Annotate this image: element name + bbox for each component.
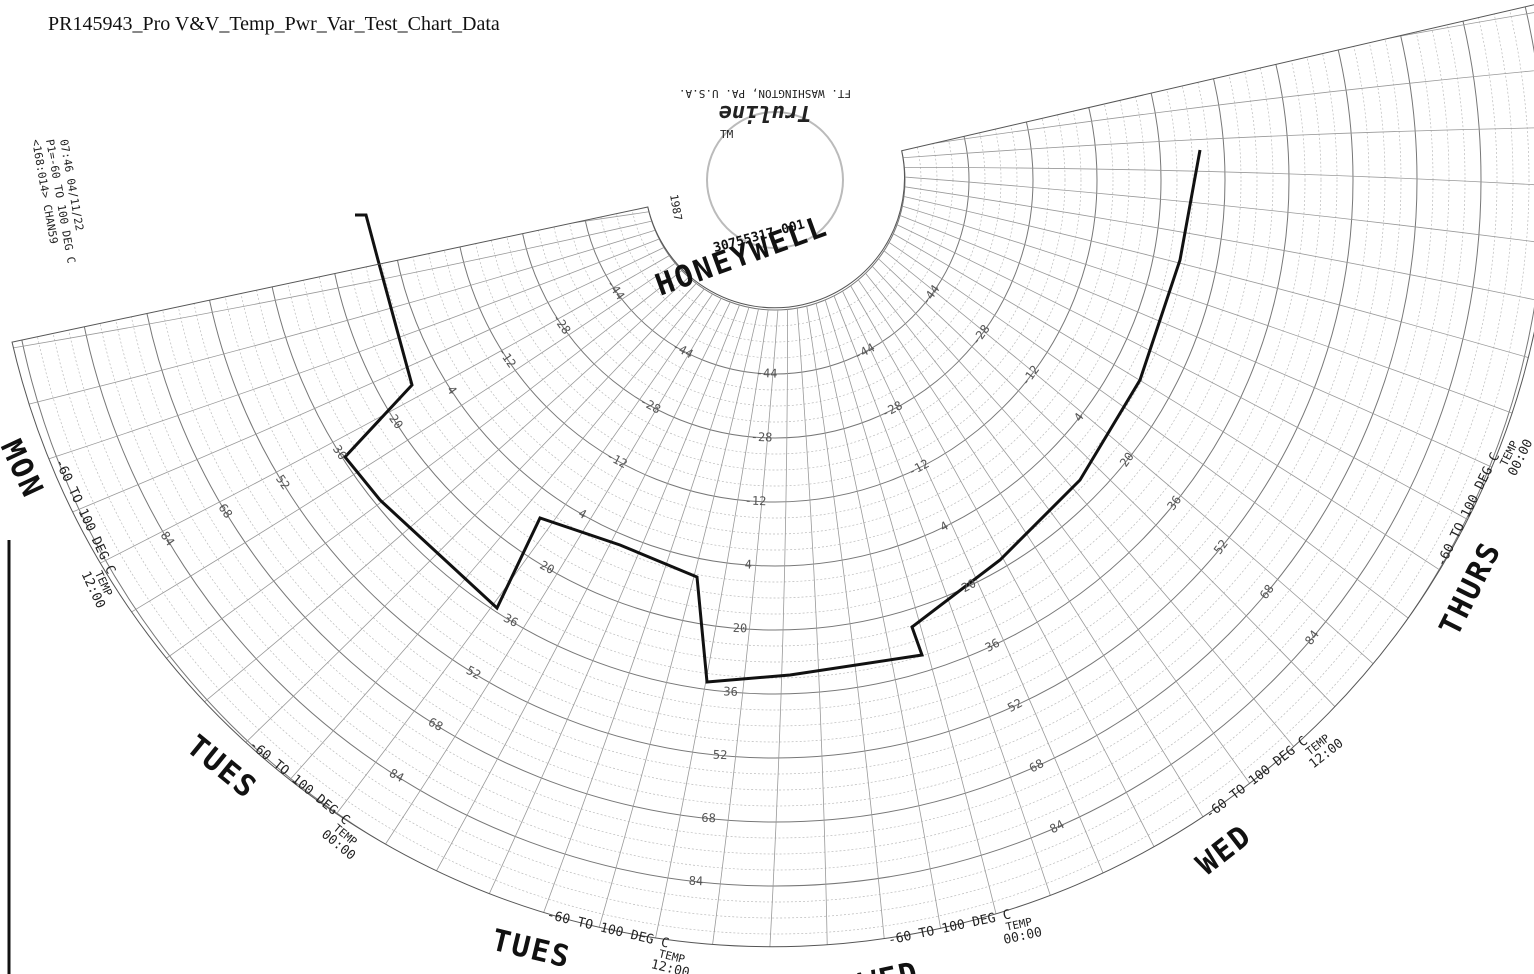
time-line [883, 250, 1382, 672]
time-line [127, 262, 676, 615]
hub-hole [706, 111, 844, 249]
temp-ring [340, 4, 1210, 615]
time-line [595, 308, 759, 940]
scale-label: 20 [959, 576, 978, 595]
temp-ring [228, 4, 1322, 727]
time-line [484, 304, 740, 905]
temp-ring [484, 4, 1066, 471]
day-label: WED [1190, 818, 1259, 883]
document-title: PR145943_Pro V&V_Temp_Pwr_Var_Test_Chart… [48, 13, 500, 35]
time-line [865, 273, 1258, 794]
temp-ring [84, 4, 1466, 871]
time-line [796, 308, 828, 947]
scale-label: 20 [386, 412, 406, 432]
time-line [896, 224, 1476, 525]
scale-label: 36 [330, 443, 350, 463]
temp-ring [628, 33, 922, 327]
brand: Truline [719, 100, 812, 125]
time-line [652, 309, 769, 947]
time-line [904, 176, 1534, 245]
scale-label: 84 [1047, 817, 1066, 836]
time-line [901, 69, 1534, 149]
scale-label: -28 [751, 430, 773, 445]
temp-ring [148, 4, 1402, 807]
scale-label: 84 [1302, 628, 1322, 648]
time-line [902, 205, 1519, 416]
time-line [806, 306, 886, 947]
time-line [903, 127, 1534, 159]
time-line [899, 215, 1500, 471]
location: FT. WASHINGTON, PA. U.S.A. [679, 87, 851, 100]
scale-label: 68 [1027, 756, 1046, 775]
scale-label: 84 [387, 766, 406, 785]
day-label: MON [0, 434, 50, 503]
scale-label: 20 [1117, 450, 1137, 470]
scale-label: 36 [501, 611, 520, 630]
time-line [199, 276, 690, 707]
time-line [842, 290, 1109, 886]
scale-label: 52 [1005, 696, 1024, 715]
time-line [857, 279, 1210, 828]
temp-ring [308, 4, 1242, 647]
time-line [330, 293, 713, 822]
scale-label: 4 [744, 557, 752, 571]
time-line [824, 299, 1000, 928]
temperature-trace [343, 149, 1202, 684]
time-line [888, 242, 1417, 625]
trademark: TM [720, 128, 734, 141]
scale-label: 20 [537, 558, 556, 577]
time-line [161, 270, 682, 663]
scale-label: 84 [688, 874, 703, 888]
time-line [69, 247, 665, 514]
time-line [430, 301, 731, 881]
time-line [283, 288, 705, 787]
time-line [815, 303, 944, 942]
unit-label: TEMP [657, 947, 686, 966]
time-line [46, 238, 660, 460]
scale-label: 68 [701, 811, 716, 825]
day-label: WED [856, 955, 922, 974]
scale-label: 68 [1257, 582, 1277, 602]
time-line [904, 186, 1534, 303]
day-label: TUES [488, 923, 574, 974]
time-line [13, 220, 652, 349]
unit-label: TEMP [1005, 915, 1034, 933]
temp-ring [372, 4, 1178, 583]
time-line [903, 196, 1534, 360]
scale-label: -12 [744, 494, 766, 509]
scale-label: 52 [273, 472, 293, 492]
scale-label: 36 [1164, 493, 1184, 513]
time-line [878, 258, 1344, 716]
scale-label: 84 [158, 529, 178, 549]
temp-ring [596, 4, 954, 359]
time-line [904, 166, 1534, 187]
time-line [539, 307, 750, 924]
time-line [850, 285, 1161, 859]
time-line [871, 265, 1302, 756]
temp-ring [420, 4, 1130, 535]
time-line [239, 283, 697, 749]
scale-label: 20 [733, 621, 748, 635]
time-line [710, 309, 779, 947]
scale-label: 68 [426, 715, 445, 734]
year: 1987 [667, 193, 684, 221]
scale-label: -44 [755, 366, 777, 381]
time-line [893, 233, 1448, 576]
scale-label: 36 [723, 684, 738, 698]
scale-label: 52 [1211, 537, 1231, 557]
temp-ring [564, 4, 986, 391]
chart-border [11, 4, 1534, 948]
scale-label: 68 [216, 501, 236, 521]
time-line [27, 229, 656, 405]
scale-label: 36 [983, 636, 1002, 655]
time-line [379, 298, 722, 853]
temp-ring [532, 4, 1018, 423]
time-line [768, 309, 789, 947]
temp-ring [36, 4, 1514, 919]
scale-label: 52 [464, 663, 483, 682]
scale-label: 52 [713, 748, 728, 762]
